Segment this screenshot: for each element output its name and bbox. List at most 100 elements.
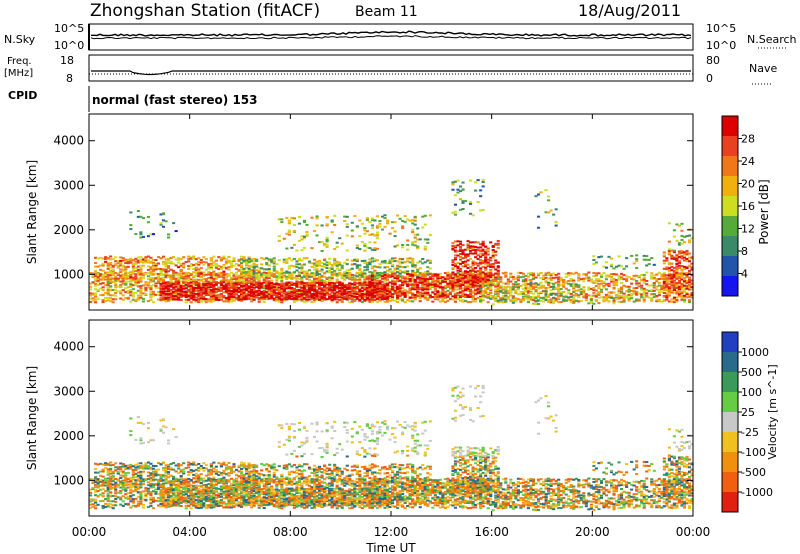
power-cell: [202, 260, 206, 263]
power-cell: [597, 279, 601, 282]
power-cell: [335, 272, 339, 275]
power-cell: [91, 281, 95, 284]
noise-sky-trace: [91, 30, 692, 37]
power-cell: [255, 292, 259, 295]
power-cell: [672, 296, 676, 299]
power-cell: [411, 222, 415, 225]
power-cell: [403, 271, 407, 274]
power-cell: [441, 299, 445, 302]
power-cell: [627, 297, 631, 300]
power-cell: [599, 288, 603, 291]
power-cell: [494, 272, 498, 275]
power-cell: [353, 215, 357, 218]
power-cell: [295, 275, 299, 278]
power-cell: [597, 278, 601, 281]
power-cell: [350, 298, 354, 301]
colorbar-tick-label: 8: [741, 245, 748, 258]
power-cell: [474, 279, 478, 282]
power-cell: [672, 229, 676, 232]
power-cell: [363, 295, 367, 298]
colorbar-tick-label: 24: [741, 155, 755, 168]
power-cell: [484, 272, 488, 275]
power-cell: [680, 268, 684, 271]
power-cell: [637, 292, 641, 295]
power-cell: [481, 282, 485, 285]
power-cell: [252, 276, 256, 279]
power-cell: [365, 284, 369, 287]
power-cell: [383, 291, 387, 294]
power-cell: [365, 277, 369, 280]
power-cell: [431, 275, 435, 278]
power-cell: [280, 267, 284, 270]
power-cell: [526, 298, 531, 301]
power-cell: [318, 293, 322, 296]
power-cell: [617, 297, 621, 300]
power-cell: [418, 286, 422, 289]
power-cell: [604, 299, 609, 302]
power-cell: [312, 229, 317, 232]
power-cell: [380, 289, 385, 292]
colorbar-tick-label: 28: [741, 133, 755, 146]
power-cell: [645, 258, 649, 261]
power-cell: [265, 274, 269, 277]
power-cell: [202, 274, 206, 277]
power-cell: [506, 289, 510, 292]
power-cell: [670, 249, 674, 252]
power-cell: [328, 293, 332, 296]
power-cell: [149, 276, 153, 279]
velocity-cell: [101, 495, 105, 498]
power-cell: [682, 278, 687, 281]
power-cell: [557, 289, 561, 292]
power-cell: [250, 265, 254, 268]
power-cell: [131, 270, 135, 273]
power-cell: [119, 283, 123, 286]
power-cell: [632, 292, 636, 295]
power-cell: [489, 276, 493, 279]
power-cell: [652, 286, 656, 289]
power-cell: [250, 269, 254, 272]
power-cell: [343, 297, 347, 300]
power-cell: [335, 294, 339, 297]
power-cell: [305, 288, 309, 291]
power-cell: [677, 261, 682, 264]
power-cell: [620, 276, 624, 279]
power-cell: [169, 256, 173, 259]
power-cell: [469, 281, 473, 284]
power-cell: [285, 282, 289, 285]
power-cell: [199, 267, 203, 270]
power-cell: [469, 277, 473, 280]
power-cell: [443, 291, 447, 294]
power-cell: [272, 257, 276, 260]
power-cell: [350, 276, 354, 279]
power-cell: [677, 275, 682, 279]
power-cell: [496, 266, 500, 269]
power-cell: [267, 287, 271, 290]
power-cell: [416, 284, 420, 287]
power-cell: [375, 297, 380, 300]
power-cell: [461, 201, 465, 204]
power-cell: [358, 283, 362, 286]
power-cell: [141, 272, 145, 275]
power-cell: [320, 292, 324, 295]
noise-right-tick-bottom: 10^0: [706, 39, 736, 52]
power-cell: [373, 233, 377, 236]
power-cell: [134, 291, 138, 294]
power-cell: [340, 266, 344, 269]
power-cell: [620, 282, 624, 285]
power-cell: [597, 291, 601, 294]
power-cell: [255, 258, 259, 261]
power-cell: [136, 210, 140, 213]
power-cell: [169, 277, 173, 280]
power-cell: [607, 255, 611, 258]
power-cell: [620, 277, 624, 280]
power-cell: [184, 287, 188, 290]
power-cell: [408, 279, 412, 282]
power-cell: [667, 291, 671, 294]
power-cell: [174, 285, 178, 288]
power-cell: [577, 272, 581, 275]
power-cell: [240, 258, 244, 261]
power-cell: [307, 260, 312, 263]
power-cell: [486, 263, 490, 266]
power-cell: [496, 301, 500, 304]
power-cell: [338, 263, 342, 266]
